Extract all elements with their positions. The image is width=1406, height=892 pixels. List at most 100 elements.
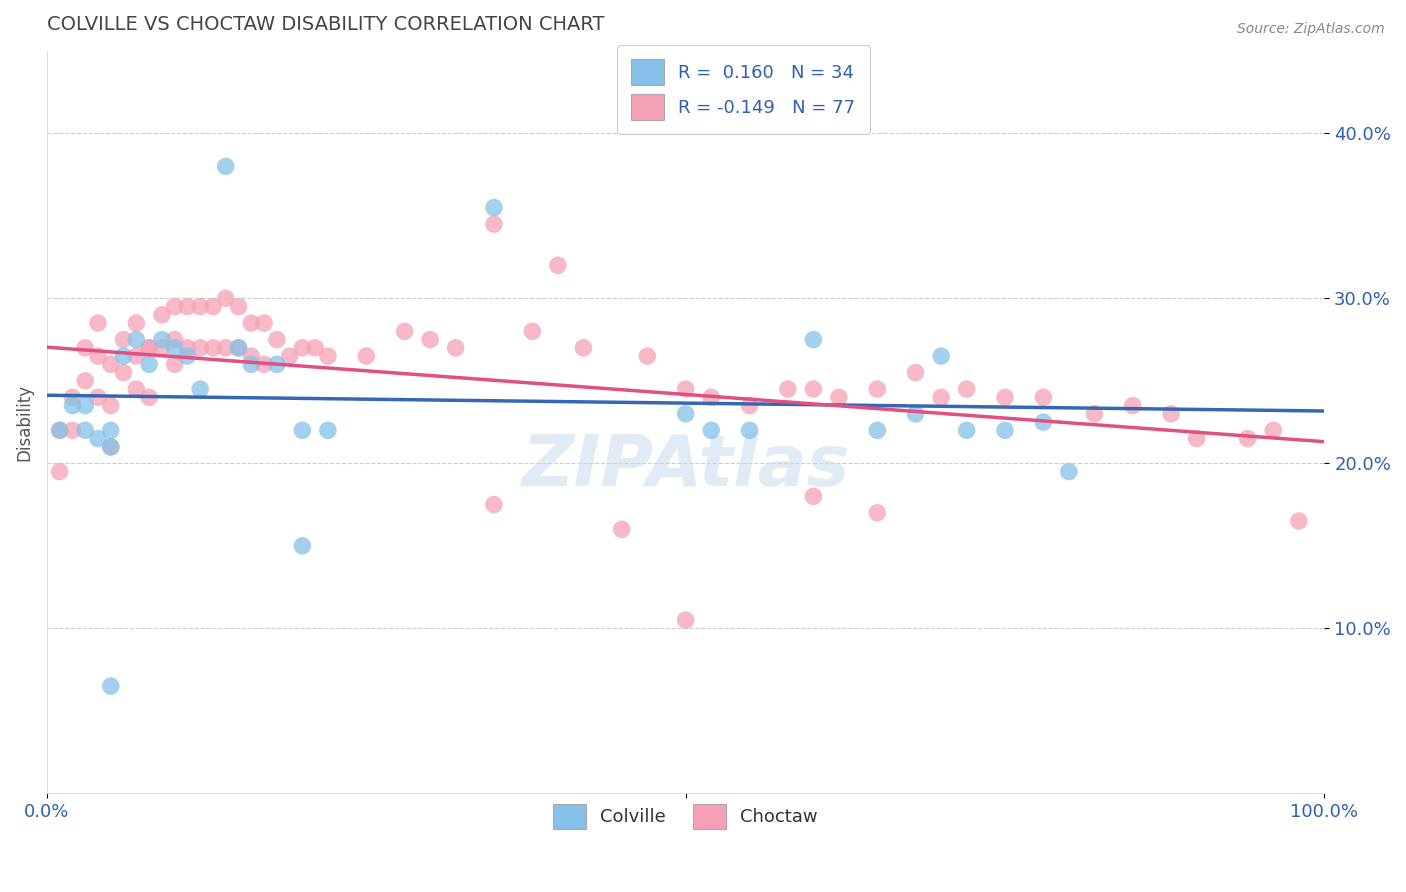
Point (356, 349, 378, 363)
Point (62, 399, 84, 413)
Point (994, 423, 1017, 437)
Point (188, 300, 211, 314)
Point (316, 423, 339, 437)
Point (138, 341, 160, 355)
Point (215, 291, 238, 305)
Point (444, 341, 467, 355)
Point (150, 333, 173, 347)
Point (228, 341, 250, 355)
Text: COLVILLE VS CHOCTAW DISABILITY CORRELATION CHART: COLVILLE VS CHOCTAW DISABILITY CORRELATI… (46, 15, 605, 34)
Point (929, 349, 952, 363)
Point (482, 217, 505, 231)
Point (776, 382, 799, 396)
Point (100, 679, 122, 693)
Point (1288, 514, 1310, 528)
Point (240, 316, 263, 330)
Point (150, 308, 173, 322)
Point (700, 423, 723, 437)
Point (215, 341, 238, 355)
Point (994, 390, 1017, 404)
Point (138, 341, 160, 355)
Point (803, 333, 825, 347)
Text: ZIPAtlas: ZIPAtlas (522, 432, 849, 501)
Point (482, 201, 505, 215)
Point (150, 341, 173, 355)
Point (1236, 432, 1258, 446)
Point (522, 324, 544, 338)
Point (87, 349, 110, 363)
Point (240, 357, 263, 371)
Point (266, 357, 288, 371)
Point (100, 423, 122, 437)
Point (291, 341, 314, 355)
Point (163, 300, 186, 314)
Point (176, 300, 198, 314)
Point (675, 613, 697, 627)
Point (675, 407, 697, 421)
Point (228, 300, 250, 314)
Point (138, 390, 160, 404)
Point (956, 382, 979, 396)
Point (100, 440, 122, 454)
Point (176, 349, 198, 363)
Point (48, 465, 70, 479)
Point (87, 316, 110, 330)
Point (48, 423, 70, 437)
Point (138, 357, 160, 371)
Point (62, 390, 84, 404)
Point (1032, 390, 1054, 404)
Point (1263, 423, 1285, 437)
Point (201, 341, 224, 355)
Point (228, 341, 250, 355)
Point (904, 407, 927, 421)
Point (738, 423, 761, 437)
Point (125, 382, 148, 396)
Point (1122, 399, 1144, 413)
Point (62, 423, 84, 437)
Point (482, 498, 505, 512)
Point (100, 440, 122, 454)
Point (1032, 415, 1054, 429)
Point (215, 159, 238, 173)
Point (1083, 407, 1105, 421)
Point (1185, 432, 1208, 446)
Point (112, 349, 135, 363)
Point (112, 366, 135, 380)
Point (112, 333, 135, 347)
Point (803, 382, 825, 396)
Point (1160, 407, 1182, 421)
Point (610, 522, 633, 536)
Point (100, 357, 122, 371)
Point (866, 423, 889, 437)
Point (125, 333, 148, 347)
Point (100, 399, 122, 413)
Point (253, 357, 276, 371)
Point (304, 341, 326, 355)
Point (803, 489, 825, 503)
Point (419, 333, 441, 347)
Point (75, 374, 97, 388)
Point (738, 399, 761, 413)
Point (188, 382, 211, 396)
Point (48, 423, 70, 437)
Point (163, 357, 186, 371)
Point (240, 349, 263, 363)
Point (253, 316, 276, 330)
Y-axis label: Disability: Disability (15, 384, 32, 460)
Point (700, 390, 723, 404)
Legend: Colville, Choctaw: Colville, Choctaw (547, 797, 825, 837)
Point (316, 349, 339, 363)
Point (866, 506, 889, 520)
Point (87, 390, 110, 404)
Point (929, 390, 952, 404)
Point (87, 432, 110, 446)
Point (125, 349, 148, 363)
Point (75, 399, 97, 413)
Point (188, 341, 211, 355)
Point (125, 316, 148, 330)
Point (176, 341, 198, 355)
Point (636, 349, 658, 363)
Point (675, 382, 697, 396)
Point (201, 300, 224, 314)
Point (291, 423, 314, 437)
